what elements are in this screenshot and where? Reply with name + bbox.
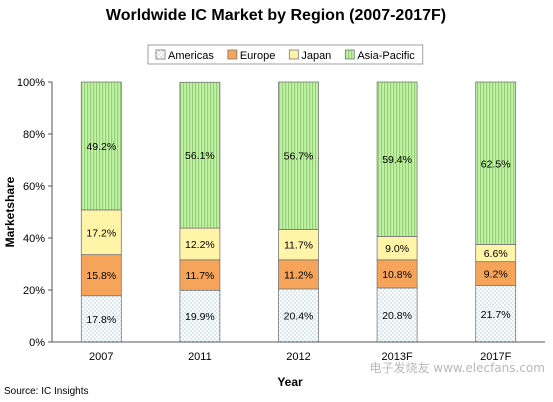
- data-label: 19.9%: [185, 311, 215, 323]
- x-axis-title: Year: [277, 375, 303, 389]
- bar-segment-americas: [376, 287, 418, 343]
- data-label: 20.4%: [284, 310, 314, 322]
- x-tick-label: 2011: [188, 351, 212, 363]
- data-label: 62.5%: [481, 158, 511, 170]
- data-label: 49.2%: [86, 141, 116, 153]
- y-axis: 0% 20% 40% 60% 80% 100%: [17, 77, 53, 349]
- legend-label: Japan: [301, 50, 331, 62]
- data-label: 20.8%: [382, 310, 412, 322]
- chart-title: Worldwide IC Market by Region (2007-2017…: [106, 7, 446, 24]
- bar-segment-americas: [475, 285, 517, 343]
- data-label: 11.7%: [185, 270, 214, 282]
- bar-segment-asia-pacific: [80, 81, 122, 211]
- data-label: 56.1%: [185, 150, 215, 162]
- bar-segment-asia-pacific: [179, 81, 221, 229]
- legend-swatch-americas: [155, 49, 166, 60]
- legend: Americas Europe Japan Asia-Pacific: [147, 44, 424, 65]
- y-tick-label: 100%: [17, 77, 45, 89]
- watermark-text: 电子发烧友 www.elecfans.com: [369, 360, 545, 375]
- data-label: 6.6%: [484, 248, 508, 260]
- data-label: 17.8%: [86, 314, 116, 326]
- data-label: 15.8%: [86, 270, 116, 282]
- data-label: 11.2%: [284, 269, 313, 281]
- legend-label: Asia-Pacific: [357, 50, 415, 62]
- data-label: 9.0%: [385, 243, 409, 255]
- bar-segment-japan: [179, 227, 221, 261]
- bar-segment-asia-pacific: [376, 81, 418, 237]
- legend-label: Americas: [168, 50, 214, 62]
- data-label: 10.8%: [382, 269, 412, 281]
- y-tick-label: 0%: [29, 337, 45, 349]
- bar-segment-japan: [278, 229, 319, 261]
- bar-segment-japan: [80, 209, 122, 256]
- legend-swatch-europe: [227, 49, 238, 60]
- data-label: 59.4%: [382, 154, 412, 166]
- legend-swatch-japan: [288, 49, 299, 60]
- bar-segment-europe: [80, 254, 122, 297]
- data-label: 21.7%: [481, 309, 511, 321]
- x-tick-label: 2017F: [480, 351, 511, 363]
- x-tick-label: 2013F: [381, 351, 412, 363]
- legend-label: Europe: [240, 50, 275, 62]
- data-label: 12.2%: [185, 239, 215, 251]
- data-label: 9.2%: [484, 269, 508, 281]
- x-tick-label: 2007: [89, 351, 113, 363]
- legend-swatch-asia-pacific: [344, 49, 355, 60]
- y-axis-title: Marketshare: [3, 176, 17, 247]
- bar-segment-americas: [179, 289, 221, 343]
- x-tick-label: 2012: [286, 351, 310, 363]
- bar-segment-europe: [179, 259, 221, 291]
- bar-segment-asia-pacific: [278, 81, 319, 230]
- y-tick-label: 60%: [23, 181, 45, 193]
- bar-segment-americas: [278, 288, 319, 343]
- data-label: 17.2%: [86, 227, 116, 239]
- y-tick-label: 40%: [23, 233, 45, 245]
- y-tick-label: 80%: [23, 129, 45, 141]
- bars: 17.8% 15.8% 17.2% 49.2% 19.9% 11.7% 12.2% 56.1%…: [80, 81, 517, 343]
- data-label: 11.7%: [284, 240, 313, 252]
- x-axis: 2007 2011 2012 2013F 2017F: [52, 341, 545, 363]
- bar-segment-asia-pacific: [475, 81, 517, 245]
- y-tick-label: 20%: [23, 285, 45, 297]
- source-note: Source: IC Insights: [4, 386, 88, 397]
- data-label: 56.7%: [284, 151, 314, 163]
- bar-segment-europe: [278, 259, 319, 290]
